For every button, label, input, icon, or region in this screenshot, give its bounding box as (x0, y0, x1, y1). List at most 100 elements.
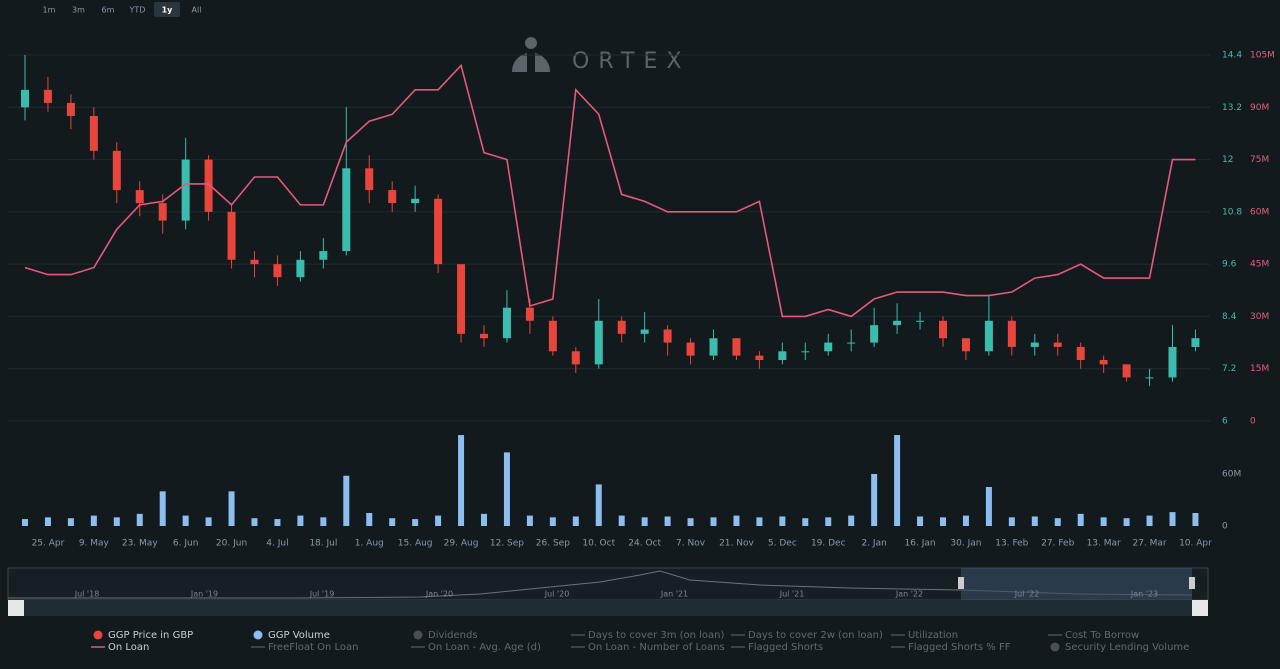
legend-item[interactable]: Security Lending Volume (1050, 642, 1190, 653)
logo-text: ORTEX (572, 49, 690, 74)
candle-body (870, 325, 879, 343)
x-tick-label: 7. Nov (676, 539, 706, 549)
volume-bar (825, 517, 832, 526)
candle-body (158, 203, 167, 221)
candle-body (939, 320, 947, 339)
legend-item[interactable]: On Loan - Number of Loans (571, 642, 725, 653)
candle-body (916, 320, 925, 322)
y-tick-label: 14.4 (1222, 51, 1242, 61)
legend-label: On Loan (108, 642, 149, 653)
volume-bar (1054, 518, 1061, 526)
x-tick-label: 20. Jun (216, 539, 247, 549)
candle-body (984, 320, 993, 352)
legend-item[interactable]: Days to cover 2w (on loan) (731, 630, 883, 641)
x-tick-label: 13. Mar (1087, 539, 1121, 549)
volume-bar (710, 517, 717, 526)
legend-item[interactable]: Cost To Borrow (1048, 630, 1139, 641)
x-tick-label: 12. Sep (490, 539, 524, 549)
x-tick-label: 29. Aug (444, 539, 479, 549)
candle-body (778, 351, 787, 360)
candle-body (801, 351, 810, 353)
candle-body (89, 116, 98, 151)
legend-item[interactable]: FreeFloat On Loan (251, 642, 358, 653)
range-button[interactable]: 1y (162, 6, 174, 15)
navigator-label: Jul '19 (309, 590, 335, 599)
legend-item[interactable]: GGP Price in GBP (93, 630, 194, 641)
x-tick-label: 30. Jan (950, 539, 981, 549)
volume-bar (67, 518, 74, 526)
legend-item[interactable]: Flagged Shorts % FF (891, 642, 1011, 653)
candle-body (571, 351, 580, 365)
scroll-right[interactable] (1192, 600, 1208, 616)
candle-body (617, 320, 626, 334)
range-button[interactable]: All (192, 6, 202, 15)
scroll-left[interactable] (8, 600, 24, 616)
legend-label: Flagged Shorts % FF (908, 642, 1011, 653)
navigator (7, 567, 1209, 616)
volume-bar (320, 517, 327, 526)
y2-tick-label: 75M (1250, 155, 1269, 165)
navigator-label: Jan '20 (425, 590, 453, 599)
volume-bar (251, 518, 258, 526)
legend-item[interactable]: Dividends (413, 630, 478, 641)
volume-bar (90, 515, 97, 526)
candle-body (663, 329, 672, 343)
scrollbar[interactable] (8, 600, 1208, 616)
y2-tick-label: 90M (1250, 103, 1269, 113)
range-button-active (154, 2, 180, 17)
navigator-handle[interactable] (1189, 577, 1195, 589)
range-button[interactable]: YTD (129, 6, 146, 15)
candle-body (21, 89, 29, 108)
range-button[interactable]: 3m (72, 6, 85, 15)
legend-item[interactable]: Flagged Shorts (731, 642, 823, 653)
legend-item[interactable]: On Loan (91, 642, 149, 653)
volume-bar (871, 474, 878, 526)
navigator-label: Jul '22 (1014, 590, 1040, 599)
candle-body (1122, 364, 1131, 378)
y2-tick-label: 30M (1250, 312, 1269, 322)
volume-bar (549, 517, 556, 526)
y2-tick-label: 15M (1250, 364, 1269, 374)
volume-bar (205, 517, 212, 526)
candle-body (824, 342, 833, 352)
navigator-label: Jan '19 (190, 590, 218, 599)
volume-bar (1008, 517, 1015, 526)
legend-item[interactable]: GGP Volume (253, 630, 330, 641)
candle-body (755, 355, 764, 360)
candle-body (365, 168, 374, 191)
candle-body (502, 307, 511, 339)
volume-bar (572, 516, 579, 526)
legend-item[interactable]: Utilization (891, 630, 958, 641)
navigator-handle[interactable] (958, 577, 964, 589)
volume-bar (389, 518, 396, 526)
candle-body (319, 251, 328, 260)
legend-label: Days to cover 3m (on loan) (588, 630, 725, 641)
legend-label: Flagged Shorts (748, 642, 823, 653)
y-tick-label: 13.2 (1222, 103, 1242, 113)
volume-bar (802, 518, 809, 526)
volume-bar (1100, 517, 1107, 526)
legend-label: Security Lending Volume (1065, 642, 1189, 653)
legend-item[interactable]: On Loan - Avg. Age (d) (411, 642, 541, 653)
candle-body (227, 211, 236, 260)
x-tick-label: 5. Dec (768, 539, 797, 549)
range-button[interactable]: 6m (102, 6, 115, 15)
x-tick-label: 18. Jul (309, 539, 337, 549)
x-tick-label: 19. Dec (811, 539, 846, 549)
candle-body (1030, 342, 1039, 347)
candle-body (640, 329, 649, 334)
volume-bar (618, 515, 625, 526)
legend-item[interactable]: Days to cover 3m (on loan) (571, 630, 725, 641)
volume-bar (1169, 512, 1176, 526)
x-tick-label: 16. Jan (905, 539, 936, 549)
volume-bar (779, 516, 786, 526)
y2-tick-label: 45M (1250, 260, 1269, 270)
x-tick-label: 2. Jan (861, 539, 886, 549)
legend-label: Cost To Borrow (1065, 630, 1139, 641)
candle-body (686, 342, 695, 356)
candle-body (709, 338, 718, 356)
range-button[interactable]: 1m (43, 6, 56, 15)
candle-body (1168, 346, 1177, 378)
x-tick-label: 6. Jun (173, 539, 199, 549)
volume-bar (274, 519, 281, 526)
